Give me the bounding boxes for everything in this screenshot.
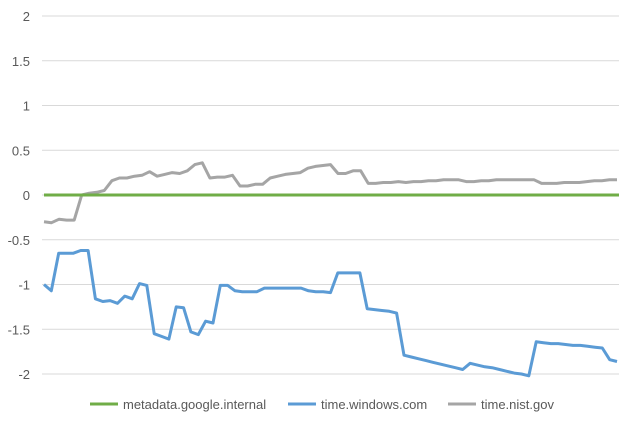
series-line-time-nist-gov (43, 161, 617, 225)
series-lines (43, 161, 619, 378)
legend-label: time.windows.com (321, 397, 427, 412)
y-tick-label: 1.5 (12, 54, 30, 69)
y-tick-label: 1 (23, 99, 30, 114)
series-line-time-windows-com (43, 249, 618, 378)
legend: metadata.google.internal time.windows.com… (90, 397, 554, 412)
y-tick-label: -2 (18, 367, 30, 382)
legend-label: metadata.google.internal (123, 397, 266, 412)
y-tick-label: -1.5 (8, 322, 30, 337)
y-tick-label: 0.5 (12, 143, 30, 158)
y-tick-label: 2 (23, 9, 30, 24)
y-tick-label: -0.5 (8, 233, 30, 248)
legend-label: time.nist.gov (481, 397, 554, 412)
y-tick-label: -1 (18, 278, 30, 293)
y-tick-label: 0 (23, 188, 30, 203)
y-axis-tick-labels: 2 1.5 1 0.5 0 -0.5 -1 -1.5 -2 (8, 9, 30, 382)
